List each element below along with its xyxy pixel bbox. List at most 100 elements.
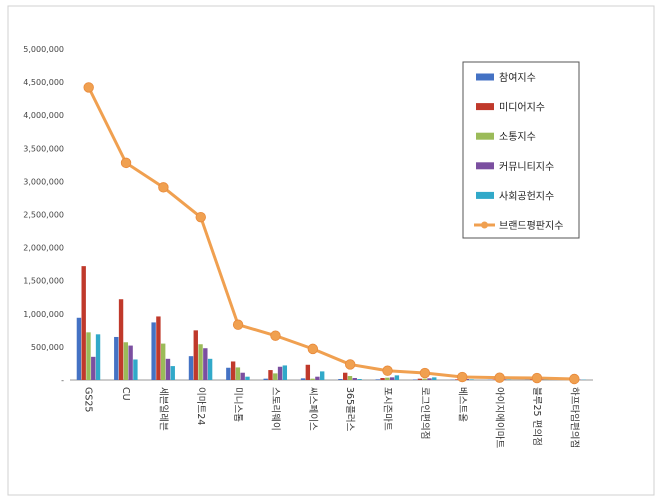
bar (268, 370, 273, 380)
bar (427, 378, 432, 380)
x-tick-label: GS25 (83, 387, 94, 412)
bar (412, 379, 418, 380)
bar (319, 371, 325, 380)
bar (81, 266, 86, 380)
bar (133, 359, 138, 380)
x-tick-label: 이마트24 (195, 387, 206, 425)
bar (282, 365, 288, 380)
bar (506, 379, 512, 380)
legend-swatch (476, 162, 494, 170)
legend-swatch (476, 132, 494, 140)
bar (338, 379, 343, 380)
bar (375, 379, 380, 380)
bar (357, 379, 362, 380)
x-tick-label: 씨스페이스 (307, 387, 318, 431)
y-tick-label: 500,000 (31, 343, 64, 352)
bar (315, 376, 320, 380)
bar (305, 364, 311, 380)
y-tick-label: 4,500,000 (23, 78, 64, 87)
bar (389, 377, 395, 380)
x-tick-label: CU (120, 387, 131, 401)
bar (300, 378, 306, 380)
line-point (382, 365, 393, 376)
bar (151, 322, 156, 380)
line-point (344, 359, 356, 370)
bar (86, 332, 91, 380)
line-series (83, 82, 580, 385)
bar (380, 378, 385, 380)
bar (394, 375, 400, 380)
line-point (270, 330, 281, 341)
bar (165, 358, 171, 380)
bar (203, 348, 208, 380)
bar (352, 378, 357, 380)
bar (161, 343, 166, 380)
x-tick-label: 아이지에이마트 (494, 387, 505, 448)
x-tick-label: 스토리웨이 (269, 387, 281, 431)
bar (128, 345, 133, 380)
y-axis: - 500,000 1,000,000 1,500,000 2,000,000 2,500… (23, 45, 64, 385)
x-axis: GS25 CU 세븐일레븐 이마트24 미니스톱 스토리웨이 씨스페이스 365플러스 포시즌마… (70, 379, 593, 448)
y-tick-label: 3,500,000 (23, 144, 64, 153)
line-point (531, 372, 543, 384)
legend-swatch (476, 191, 494, 199)
line-point (457, 371, 468, 383)
bar (156, 316, 161, 380)
legend-label: 미디어지수 (499, 102, 545, 114)
bar (198, 344, 203, 380)
line-path (87, 86, 575, 381)
y-tick-label: 1,500,000 (23, 277, 64, 286)
bar (310, 378, 315, 380)
legend-label: 소통지수 (499, 131, 536, 143)
bar (118, 299, 124, 380)
line-point (120, 157, 132, 169)
bar (170, 366, 175, 380)
bar (240, 372, 245, 380)
bar (347, 376, 353, 380)
bar (464, 379, 470, 380)
y-tick-label: 1,000,000 (23, 310, 64, 319)
y-tick-label: 5,000,000 (23, 45, 64, 54)
bar (91, 356, 96, 380)
bar (123, 342, 129, 380)
x-tick-label: 미니스톱 (232, 387, 243, 422)
legend-box (462, 61, 580, 239)
bar (469, 379, 474, 380)
bar-series (76, 266, 586, 380)
x-tick-label: 포시즌마트 (382, 387, 393, 431)
bar (263, 378, 268, 380)
legend-label: 커뮤니티지수 (499, 161, 554, 173)
bar (76, 317, 82, 380)
bar (235, 367, 241, 380)
x-tick-label: 베스트올 (456, 387, 467, 422)
line-point (158, 182, 169, 193)
bar (226, 367, 231, 380)
line-point (569, 373, 580, 385)
x-tick-label: 로그인편의점 (419, 387, 431, 439)
line-point (494, 372, 505, 383)
bar (273, 373, 278, 380)
bar (277, 366, 283, 380)
bar (193, 330, 198, 380)
legend-marker (481, 221, 488, 229)
line-point (307, 343, 319, 355)
legend-label: 참여지수 (499, 72, 536, 84)
x-tick-label: 블루25 편의점 (531, 387, 543, 446)
bar (417, 378, 423, 380)
legend-label: 사회공헌지수 (499, 190, 554, 202)
x-tick-label: 세븐일레븐 (157, 387, 168, 431)
y-tick-label: 2,500,000 (23, 211, 64, 220)
y-tick-label: 3,000,000 (23, 177, 64, 186)
line-point (232, 319, 244, 330)
bar (245, 376, 250, 380)
bar (455, 379, 460, 380)
line-point (195, 211, 206, 223)
y-tick-label: 2,000,000 (23, 244, 64, 253)
bar (432, 377, 437, 380)
line-point (419, 367, 431, 379)
bar (385, 377, 390, 380)
bar (492, 379, 497, 380)
x-tick-label: 365플러스 (344, 387, 355, 432)
